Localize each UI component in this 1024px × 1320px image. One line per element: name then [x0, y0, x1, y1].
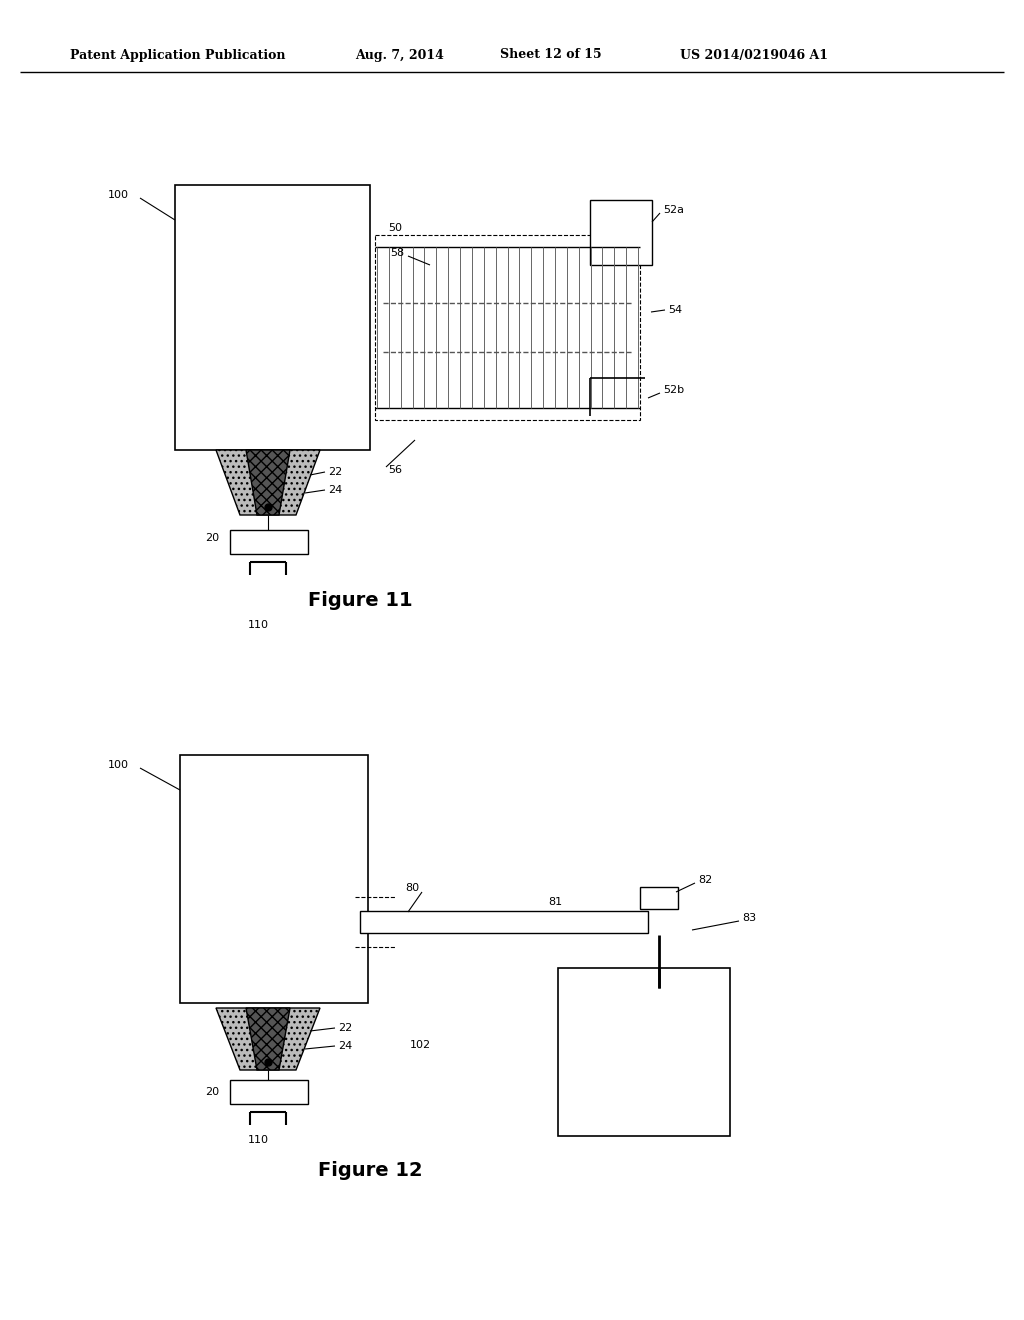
Text: Figure 12: Figure 12: [317, 1160, 422, 1180]
Text: 52b: 52b: [663, 385, 684, 395]
Polygon shape: [230, 531, 308, 554]
Text: 54: 54: [668, 305, 682, 315]
Text: 83: 83: [742, 913, 756, 923]
Text: Sheet 12 of 15: Sheet 12 of 15: [500, 49, 602, 62]
Text: 50: 50: [388, 223, 402, 234]
Text: 20: 20: [205, 1086, 219, 1097]
Text: Patent Application Publication: Patent Application Publication: [70, 49, 286, 62]
Polygon shape: [246, 1008, 290, 1071]
Polygon shape: [246, 450, 290, 515]
Polygon shape: [640, 887, 678, 909]
Text: 20: 20: [205, 533, 219, 543]
Polygon shape: [360, 911, 648, 933]
Text: 22: 22: [328, 467, 342, 477]
Polygon shape: [216, 450, 319, 515]
Text: Aug. 7, 2014: Aug. 7, 2014: [355, 49, 443, 62]
Text: 56: 56: [388, 465, 402, 475]
Polygon shape: [590, 201, 652, 265]
Polygon shape: [230, 1080, 308, 1104]
Text: 80: 80: [406, 883, 419, 894]
Polygon shape: [180, 755, 368, 1003]
Text: 22: 22: [338, 1023, 352, 1034]
Text: 110: 110: [248, 1135, 269, 1144]
Text: 52a: 52a: [663, 205, 684, 215]
Text: 110: 110: [248, 620, 269, 630]
Polygon shape: [216, 1008, 319, 1071]
Text: 102: 102: [410, 1040, 431, 1049]
Text: 100: 100: [108, 190, 129, 201]
Polygon shape: [375, 235, 640, 420]
Text: US 2014/0219046 A1: US 2014/0219046 A1: [680, 49, 828, 62]
Polygon shape: [558, 968, 730, 1137]
Text: Figure 11: Figure 11: [307, 590, 413, 610]
Text: 58: 58: [390, 248, 404, 257]
Text: 24: 24: [328, 484, 342, 495]
Text: 82: 82: [698, 875, 713, 884]
Polygon shape: [175, 185, 370, 450]
Text: 81: 81: [548, 898, 562, 907]
Text: 24: 24: [338, 1041, 352, 1051]
Text: 100: 100: [108, 760, 129, 770]
